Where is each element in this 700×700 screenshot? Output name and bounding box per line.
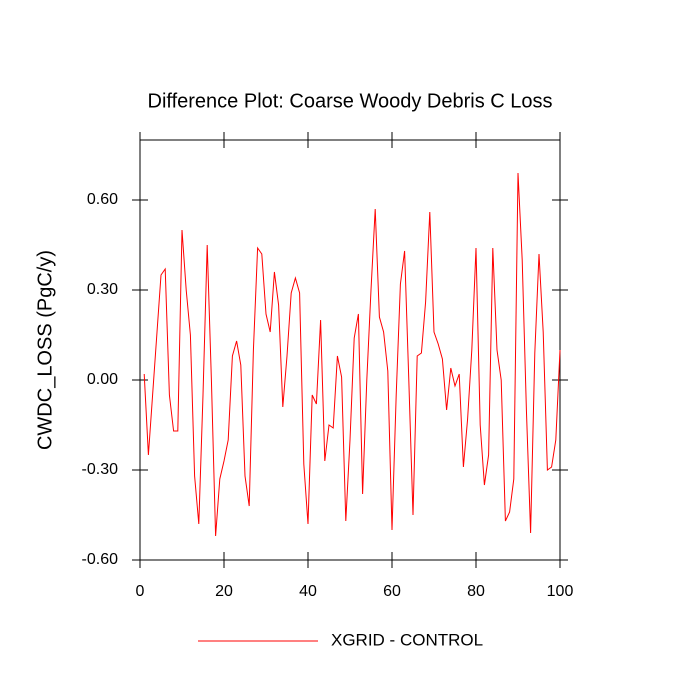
x-tick-label: 0 bbox=[136, 583, 145, 600]
y-tick-label: -0.30 bbox=[82, 461, 119, 478]
x-tick-label: 60 bbox=[383, 583, 401, 600]
y-axis-label: CWDC_LOSS (PgC/y) bbox=[34, 250, 56, 450]
chart-title: Difference Plot: Coarse Woody Debris C L… bbox=[148, 90, 553, 112]
y-tick-label: -0.60 bbox=[82, 551, 119, 568]
x-tick-label: 20 bbox=[215, 583, 233, 600]
x-tick-label: 80 bbox=[467, 583, 485, 600]
y-tick-label: 0.30 bbox=[87, 281, 118, 298]
data-line bbox=[143, 172, 561, 537]
x-tick-label: 40 bbox=[299, 583, 317, 600]
y-tick-label: 0.00 bbox=[87, 371, 118, 388]
legend-label: XGRID - CONTROL bbox=[331, 630, 483, 649]
y-tick-label: 0.60 bbox=[87, 191, 118, 208]
x-tick-label: 100 bbox=[547, 583, 574, 600]
